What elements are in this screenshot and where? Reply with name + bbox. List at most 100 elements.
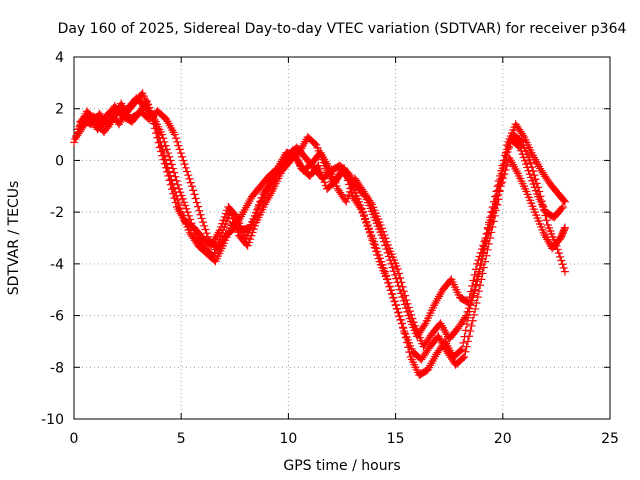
track-4-marker bbox=[500, 170, 509, 179]
track-3-marker bbox=[251, 221, 260, 230]
y-tick-label: -4 bbox=[50, 257, 64, 273]
track-3-marker bbox=[168, 164, 177, 173]
track-3-marker bbox=[558, 260, 567, 269]
track-3-marker bbox=[176, 188, 185, 197]
track-2-marker bbox=[142, 96, 151, 105]
track-4-marker bbox=[492, 195, 501, 204]
track-3-marker bbox=[529, 167, 538, 176]
track-2-marker bbox=[318, 171, 327, 180]
track-3-marker bbox=[459, 338, 468, 347]
track-3-marker bbox=[404, 343, 413, 352]
track-1-marker bbox=[558, 202, 567, 211]
track-4-marker bbox=[477, 259, 486, 268]
track-2-marker bbox=[463, 337, 472, 346]
track-4-marker bbox=[398, 282, 407, 291]
track-3-marker bbox=[183, 208, 192, 217]
track-3-marker bbox=[190, 230, 199, 239]
track-3-marker bbox=[246, 235, 255, 244]
track-3-marker bbox=[356, 201, 365, 210]
track-4-marker bbox=[560, 225, 569, 234]
track-4-marker bbox=[175, 145, 184, 154]
track-4-marker bbox=[379, 227, 388, 236]
y-tick-label: -6 bbox=[50, 309, 64, 325]
y-tick-label: 2 bbox=[55, 102, 64, 118]
track-4-marker bbox=[184, 171, 193, 180]
track-3-marker bbox=[499, 156, 508, 165]
track-3-marker bbox=[398, 319, 407, 328]
track-3-marker bbox=[157, 130, 166, 139]
track-2-marker bbox=[175, 204, 184, 213]
track-3-marker bbox=[375, 254, 384, 263]
track-2-marker bbox=[476, 281, 485, 290]
track-4-marker bbox=[409, 318, 418, 327]
track-3-marker bbox=[384, 278, 393, 287]
track-3-marker bbox=[175, 184, 184, 193]
track-3-marker bbox=[396, 315, 405, 324]
track-3-marker bbox=[362, 217, 371, 226]
track-3-marker bbox=[159, 134, 168, 143]
track-3-marker bbox=[361, 214, 370, 223]
track-4-marker bbox=[491, 200, 500, 209]
track-3-marker bbox=[227, 211, 236, 220]
track-4-marker bbox=[464, 304, 473, 313]
track-4-marker bbox=[470, 285, 479, 294]
track-4-marker bbox=[174, 141, 183, 150]
track-3-marker bbox=[363, 221, 372, 230]
track-1-marker bbox=[514, 142, 523, 151]
track-3-marker bbox=[186, 215, 195, 224]
track-2-marker bbox=[468, 316, 477, 325]
track-3-marker bbox=[380, 267, 389, 276]
track-4-marker bbox=[403, 299, 412, 308]
track-4-marker bbox=[178, 152, 187, 161]
track-3-marker bbox=[394, 308, 403, 317]
track-4-marker bbox=[486, 218, 495, 227]
track-4-marker bbox=[195, 206, 204, 215]
track-3-marker bbox=[173, 180, 182, 189]
track-4-marker bbox=[344, 191, 353, 200]
track-3-marker bbox=[247, 231, 256, 240]
track-3-marker bbox=[559, 263, 568, 272]
track-3-marker bbox=[164, 149, 173, 158]
track-1-marker bbox=[557, 204, 566, 213]
track-4-marker bbox=[176, 149, 185, 158]
track-3-marker bbox=[181, 201, 190, 210]
track-4-marker bbox=[479, 249, 488, 258]
track-4-marker bbox=[181, 163, 190, 172]
track-1-marker bbox=[520, 156, 529, 165]
y-tick-label: -8 bbox=[50, 360, 64, 376]
track-4-marker bbox=[194, 202, 203, 211]
track-3-marker bbox=[540, 206, 549, 215]
x-tick-label: 20 bbox=[494, 431, 512, 447]
track-2-marker bbox=[316, 168, 325, 177]
track-4-marker bbox=[483, 234, 492, 242]
track-3-marker bbox=[368, 234, 377, 243]
track-4-marker bbox=[404, 303, 413, 312]
track-2-marker bbox=[519, 131, 528, 140]
track-3-marker bbox=[401, 333, 410, 342]
track-4-marker bbox=[497, 178, 506, 187]
track-3-marker bbox=[476, 261, 485, 270]
track-2-marker bbox=[320, 178, 329, 187]
track-4-marker bbox=[202, 229, 211, 238]
track-3-marker bbox=[526, 159, 535, 168]
track-4-marker bbox=[179, 156, 188, 165]
track-1-marker bbox=[528, 176, 537, 185]
track-4-marker bbox=[474, 270, 483, 279]
track-1-marker bbox=[392, 274, 401, 283]
track-2-marker bbox=[560, 197, 569, 206]
track-4-marker bbox=[345, 187, 354, 196]
track-3-marker bbox=[387, 286, 396, 295]
track-4-marker bbox=[560, 223, 569, 232]
track-3-marker bbox=[378, 260, 387, 269]
track-3-marker bbox=[379, 264, 388, 273]
track-3-marker bbox=[391, 300, 400, 309]
track-3-marker bbox=[458, 345, 467, 354]
track-3-marker bbox=[530, 171, 539, 180]
y-tick-label: -2 bbox=[50, 205, 64, 221]
track-3-marker bbox=[357, 204, 366, 213]
track-3-marker bbox=[393, 304, 402, 313]
track-3-marker bbox=[461, 326, 470, 335]
track-3-marker bbox=[527, 163, 536, 172]
track-3-marker bbox=[249, 225, 258, 234]
track-4-marker bbox=[186, 178, 195, 187]
